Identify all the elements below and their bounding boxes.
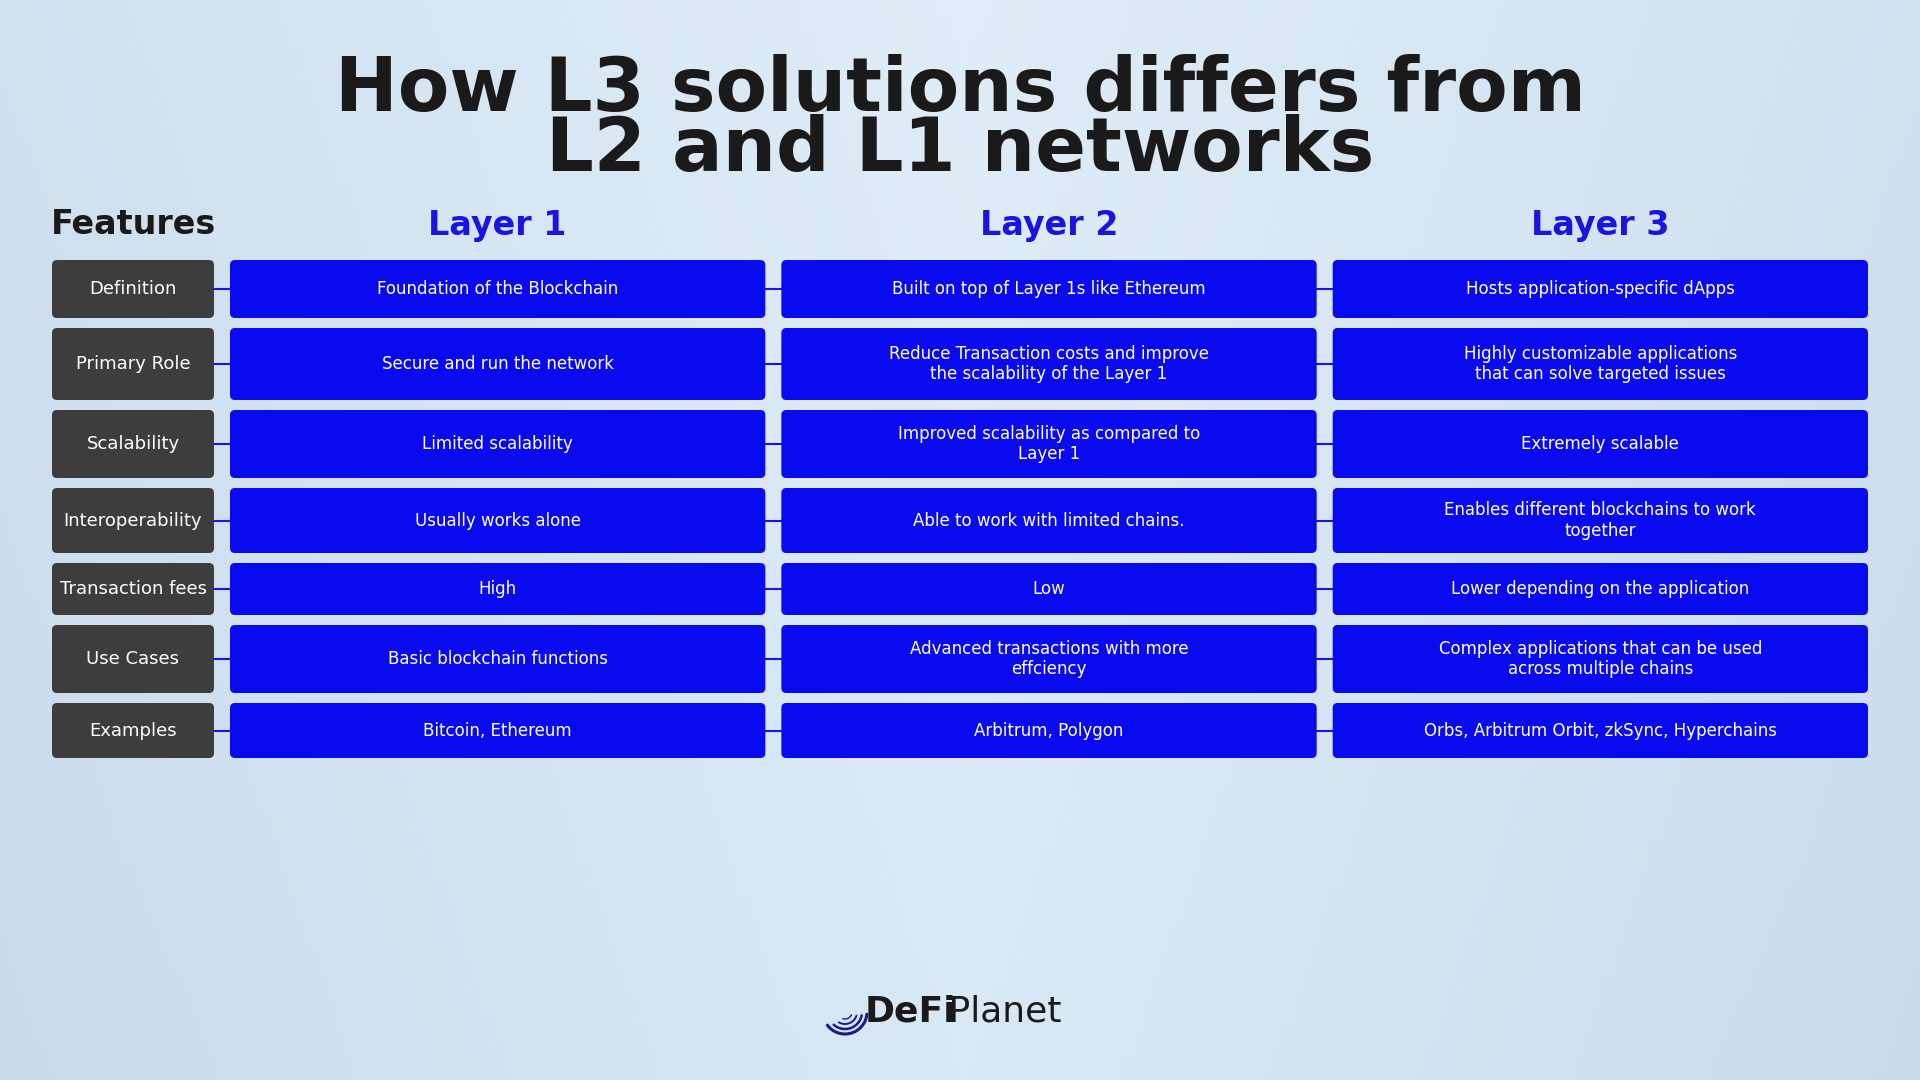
Text: DeFi: DeFi (866, 995, 956, 1029)
Text: Use Cases: Use Cases (86, 650, 179, 669)
Text: Interoperability: Interoperability (63, 512, 202, 529)
FancyBboxPatch shape (1332, 488, 1868, 553)
FancyBboxPatch shape (52, 703, 213, 758)
FancyBboxPatch shape (781, 625, 1317, 693)
Text: Bitcoin, Ethereum: Bitcoin, Ethereum (422, 721, 572, 740)
Text: Highly customizable applications
that can solve targeted issues: Highly customizable applications that ca… (1463, 345, 1738, 383)
Text: Able to work with limited chains.: Able to work with limited chains. (914, 512, 1185, 529)
Text: Planet: Planet (937, 995, 1062, 1029)
FancyBboxPatch shape (1332, 260, 1868, 318)
FancyBboxPatch shape (230, 625, 766, 693)
FancyBboxPatch shape (52, 410, 213, 478)
FancyBboxPatch shape (781, 328, 1317, 400)
Text: Transaction fees: Transaction fees (60, 580, 207, 598)
Text: Scalability: Scalability (86, 435, 180, 453)
FancyBboxPatch shape (781, 488, 1317, 553)
Text: Extremely scalable: Extremely scalable (1521, 435, 1680, 453)
Text: L2 and L1 networks: L2 and L1 networks (545, 113, 1375, 187)
Text: Layer 3: Layer 3 (1530, 208, 1670, 242)
FancyBboxPatch shape (52, 328, 213, 400)
FancyBboxPatch shape (230, 488, 766, 553)
FancyBboxPatch shape (1332, 328, 1868, 400)
FancyBboxPatch shape (781, 563, 1317, 615)
FancyBboxPatch shape (230, 328, 766, 400)
Text: Hosts application-specific dApps: Hosts application-specific dApps (1465, 280, 1736, 298)
FancyBboxPatch shape (230, 703, 766, 758)
Text: Lower depending on the application: Lower depending on the application (1452, 580, 1749, 598)
FancyBboxPatch shape (781, 260, 1317, 318)
Text: Examples: Examples (88, 721, 177, 740)
FancyBboxPatch shape (1332, 563, 1868, 615)
Text: Limited scalability: Limited scalability (422, 435, 572, 453)
Text: Primary Role: Primary Role (75, 355, 190, 373)
Text: How L3 solutions differs from: How L3 solutions differs from (334, 54, 1586, 126)
FancyBboxPatch shape (52, 260, 213, 318)
FancyBboxPatch shape (52, 488, 213, 553)
FancyBboxPatch shape (52, 563, 213, 615)
Text: Layer 1: Layer 1 (428, 208, 566, 242)
Text: Foundation of the Blockchain: Foundation of the Blockchain (376, 280, 618, 298)
FancyBboxPatch shape (52, 625, 213, 693)
FancyBboxPatch shape (1332, 625, 1868, 693)
FancyBboxPatch shape (230, 563, 766, 615)
Text: Orbs, Arbitrum Orbit, zkSync, Hyperchains: Orbs, Arbitrum Orbit, zkSync, Hyperchain… (1425, 721, 1776, 740)
FancyBboxPatch shape (1332, 410, 1868, 478)
Text: Built on top of Layer 1s like Ethereum: Built on top of Layer 1s like Ethereum (893, 280, 1206, 298)
Text: Reduce Transaction costs and improve
the scalability of the Layer 1: Reduce Transaction costs and improve the… (889, 345, 1210, 383)
Text: Complex applications that can be used
across multiple chains: Complex applications that can be used ac… (1438, 639, 1763, 678)
Text: Advanced transactions with more
effciency: Advanced transactions with more effcienc… (910, 639, 1188, 678)
FancyBboxPatch shape (230, 260, 766, 318)
Text: High: High (478, 580, 516, 598)
Text: Basic blockchain functions: Basic blockchain functions (388, 650, 607, 669)
Text: Arbitrum, Polygon: Arbitrum, Polygon (973, 721, 1123, 740)
FancyBboxPatch shape (781, 703, 1317, 758)
Text: Low: Low (1033, 580, 1066, 598)
Text: Definition: Definition (90, 280, 177, 298)
Text: Improved scalability as compared to
Layer 1: Improved scalability as compared to Laye… (899, 424, 1200, 463)
Text: Layer 2: Layer 2 (979, 208, 1117, 242)
Text: Features: Features (50, 208, 215, 242)
Text: Enables different blockchains to work
together: Enables different blockchains to work to… (1444, 501, 1757, 540)
Text: Secure and run the network: Secure and run the network (382, 355, 614, 373)
FancyBboxPatch shape (230, 410, 766, 478)
FancyBboxPatch shape (1332, 703, 1868, 758)
FancyBboxPatch shape (781, 410, 1317, 478)
Text: Usually works alone: Usually works alone (415, 512, 580, 529)
